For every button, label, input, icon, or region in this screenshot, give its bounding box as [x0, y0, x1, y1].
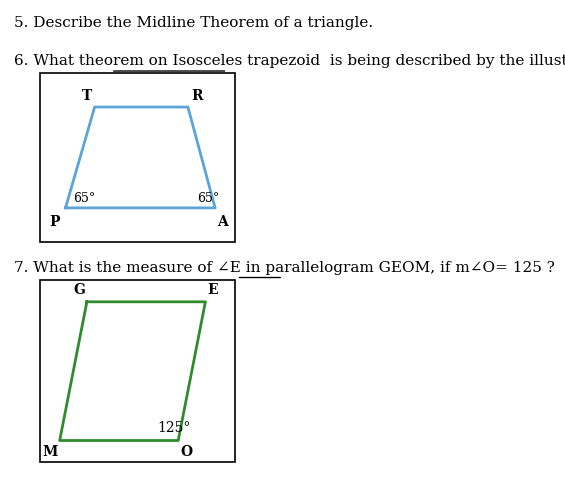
FancyBboxPatch shape: [40, 280, 234, 462]
Text: 6. What theorem on Isosceles trapezoid  is being described by the illustration b: 6. What theorem on Isosceles trapezoid i…: [14, 54, 565, 68]
Text: 5. Describe the Midline Theorem of a triangle.: 5. Describe the Midline Theorem of a tri…: [14, 16, 373, 30]
Text: 125°: 125°: [157, 421, 190, 435]
Text: A: A: [217, 215, 228, 229]
Text: T: T: [81, 89, 92, 103]
Text: M: M: [42, 445, 58, 459]
Text: E: E: [207, 284, 218, 298]
Text: 65°: 65°: [197, 193, 220, 205]
Text: 65°: 65°: [73, 193, 96, 205]
Text: P: P: [49, 215, 60, 229]
Text: G: G: [73, 284, 85, 298]
Text: R: R: [191, 89, 202, 103]
Text: O: O: [180, 445, 192, 459]
FancyBboxPatch shape: [40, 73, 234, 241]
Text: 7. What is the measure of ∠E in parallelogram GEOM, if m∠O= 125 ?: 7. What is the measure of ∠E in parallel…: [14, 261, 555, 275]
